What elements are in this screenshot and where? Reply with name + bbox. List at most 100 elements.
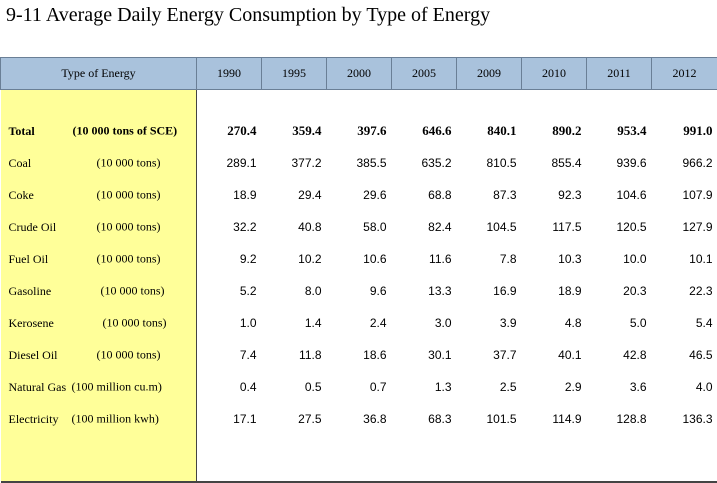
value-cell: 17.1 xyxy=(197,403,262,435)
value-cell: 9.2 xyxy=(197,243,262,275)
header-year: 1990 xyxy=(197,58,262,90)
row-label: Gasoline(10 000 tons) xyxy=(1,275,197,307)
value-cell: 127.9 xyxy=(652,211,717,243)
value-cell: 36.8 xyxy=(327,403,392,435)
value-cell: 107.9 xyxy=(652,179,717,211)
value-cell: 953.4 xyxy=(587,115,652,147)
value-cell: 840.1 xyxy=(457,115,522,147)
energy-table-container: Type of Energy 1990 1995 2000 2005 2009 … xyxy=(0,57,717,462)
value-cell: 5.2 xyxy=(197,275,262,307)
value-cell: 101.5 xyxy=(457,403,522,435)
energy-type-name: Coal xyxy=(9,156,32,170)
value-cell: 40.8 xyxy=(262,211,327,243)
header-year: 2009 xyxy=(457,58,522,90)
value-cell: 30.1 xyxy=(392,339,457,371)
value-cell: 29.6 xyxy=(327,179,392,211)
energy-unit: (10 000 tons) xyxy=(97,348,161,363)
value-cell: 18.9 xyxy=(197,179,262,211)
energy-type-name: Natural Gas xyxy=(9,380,67,394)
value-cell: 10.6 xyxy=(327,243,392,275)
value-cell: 22.3 xyxy=(652,275,717,307)
header-row: Type of Energy 1990 1995 2000 2005 2009 … xyxy=(1,58,717,90)
value-cell: 5.0 xyxy=(587,307,652,339)
header-year: 2000 xyxy=(327,58,392,90)
value-cell: 2.5 xyxy=(457,371,522,403)
value-cell: 120.5 xyxy=(587,211,652,243)
value-cell: 397.6 xyxy=(327,115,392,147)
row-label: Crude Oil(10 000 tons) xyxy=(1,211,197,243)
value-cell: 991.0 xyxy=(652,115,717,147)
row-label: Coke(10 000 tons) xyxy=(1,179,197,211)
value-cell: 16.9 xyxy=(457,275,522,307)
header-year: 2011 xyxy=(587,58,652,90)
value-cell: 10.2 xyxy=(262,243,327,275)
value-cell: 18.6 xyxy=(327,339,392,371)
value-cell: 3.0 xyxy=(392,307,457,339)
energy-unit: (10 000 tons) xyxy=(97,188,161,203)
value-cell: 136.3 xyxy=(652,403,717,435)
value-cell: 68.8 xyxy=(392,179,457,211)
value-cell: 58.0 xyxy=(327,211,392,243)
value-cell: 939.6 xyxy=(587,147,652,179)
header-year: 1995 xyxy=(262,58,327,90)
row-label: Diesel Oil (10 000 tons) xyxy=(1,339,197,371)
value-cell: 7.4 xyxy=(197,339,262,371)
value-cell: 377.2 xyxy=(262,147,327,179)
value-cell: 11.8 xyxy=(262,339,327,371)
value-cell: 117.5 xyxy=(522,211,587,243)
value-cell: 359.4 xyxy=(262,115,327,147)
energy-type-name: Kerosene xyxy=(9,316,54,330)
value-cell: 289.1 xyxy=(197,147,262,179)
value-cell: 68.3 xyxy=(392,403,457,435)
row-label: Kerosene(10 000 tons) xyxy=(1,307,197,339)
value-cell: 40.1 xyxy=(522,339,587,371)
value-cell: 82.4 xyxy=(392,211,457,243)
value-cell: 10.3 xyxy=(522,243,587,275)
energy-type-name: Diesel Oil xyxy=(9,348,58,362)
value-cell: 27.5 xyxy=(262,403,327,435)
energy-unit: (10 000 tons of SCE) xyxy=(73,124,178,139)
value-cell: 1.4 xyxy=(262,307,327,339)
value-cell: 92.3 xyxy=(522,179,587,211)
header-year: 2010 xyxy=(522,58,587,90)
value-cell: 0.4 xyxy=(197,371,262,403)
energy-type-name: Fuel Oil xyxy=(9,252,49,266)
page-title: 9-11 Average Daily Energy Consumption by… xyxy=(6,4,490,27)
header-type-of-energy: Type of Energy xyxy=(1,58,197,90)
value-cell: 855.4 xyxy=(522,147,587,179)
energy-type-name: Crude Oil xyxy=(9,220,57,234)
value-cell: 2.9 xyxy=(522,371,587,403)
row-label: Total(10 000 tons of SCE) xyxy=(1,115,197,147)
spacer-row xyxy=(1,90,717,116)
value-cell: 9.6 xyxy=(327,275,392,307)
value-cell: 104.5 xyxy=(457,211,522,243)
value-cell: 3.9 xyxy=(457,307,522,339)
value-cell: 810.5 xyxy=(457,147,522,179)
value-cell: 270.4 xyxy=(197,115,262,147)
value-cell: 13.3 xyxy=(392,275,457,307)
value-cell: 128.8 xyxy=(587,403,652,435)
value-cell: 7.8 xyxy=(457,243,522,275)
energy-unit: (100 million cu.m) xyxy=(72,380,162,395)
value-cell: 1.0 xyxy=(197,307,262,339)
value-cell: 5.4 xyxy=(652,307,717,339)
energy-consumption-table: Type of Energy 1990 1995 2000 2005 2009 … xyxy=(0,57,717,483)
row-label: Fuel Oil(10 000 tons) xyxy=(1,243,197,275)
value-cell: 18.9 xyxy=(522,275,587,307)
value-cell: 20.3 xyxy=(587,275,652,307)
energy-unit: (10 000 tons) xyxy=(101,284,165,299)
header-year: 2005 xyxy=(392,58,457,90)
value-cell: 635.2 xyxy=(392,147,457,179)
value-cell: 104.6 xyxy=(587,179,652,211)
row-label: Coal (10 000 tons) xyxy=(1,147,197,179)
energy-unit: (10 000 tons) xyxy=(97,156,161,171)
